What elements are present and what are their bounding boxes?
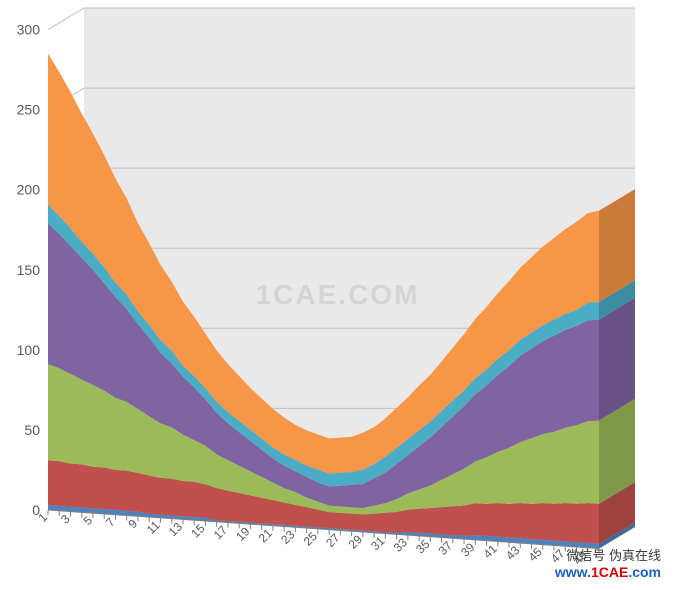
svg-text:31: 31	[368, 534, 388, 554]
svg-text:27: 27	[323, 530, 343, 550]
svg-text:15: 15	[188, 521, 208, 541]
stacked-area-chart: 0501001502002503001357911131517192123252…	[0, 0, 675, 590]
svg-text:39: 39	[458, 540, 478, 560]
svg-text:43: 43	[503, 543, 523, 563]
svg-text:300: 300	[17, 22, 41, 38]
svg-text:150: 150	[17, 262, 41, 278]
svg-text:25: 25	[301, 529, 321, 549]
svg-text:49: 49	[571, 548, 591, 568]
svg-text:33: 33	[391, 535, 411, 555]
svg-text:250: 250	[17, 102, 41, 118]
svg-text:45: 45	[526, 545, 546, 565]
svg-text:23: 23	[278, 527, 298, 547]
svg-text:19: 19	[233, 524, 253, 544]
svg-text:29: 29	[346, 532, 366, 552]
svg-text:41: 41	[481, 541, 501, 561]
chart-container: 0501001502002503001357911131517192123252…	[0, 0, 675, 590]
svg-text:200: 200	[17, 182, 41, 198]
svg-text:35: 35	[413, 537, 433, 557]
svg-text:21: 21	[256, 526, 276, 546]
svg-text:13: 13	[166, 519, 186, 539]
svg-text:37: 37	[436, 538, 456, 558]
svg-text:17: 17	[211, 523, 231, 543]
svg-text:47: 47	[548, 546, 568, 566]
svg-text:100: 100	[17, 342, 41, 358]
svg-text:50: 50	[24, 422, 40, 438]
